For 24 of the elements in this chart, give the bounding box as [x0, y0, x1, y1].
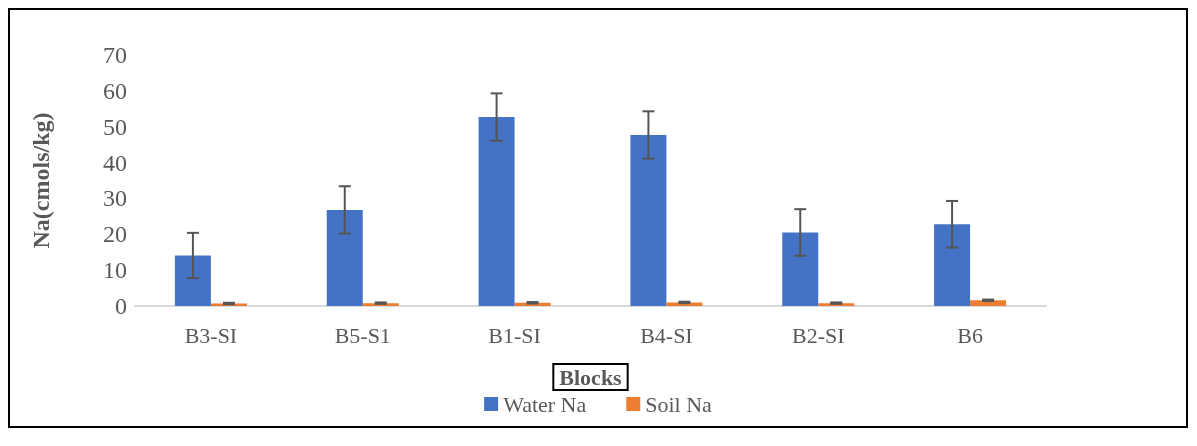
- y-tick-label: 0: [115, 293, 127, 319]
- bar: [934, 224, 971, 306]
- bar: [782, 232, 819, 306]
- legend-label: Water Na: [503, 391, 587, 417]
- bar: [174, 255, 211, 306]
- y-tick-label: 60: [103, 77, 127, 104]
- x-tick-label: B1-SI: [488, 322, 541, 348]
- x-tick-label: B3-SI: [184, 322, 238, 348]
- x-tick-label: B6: [957, 322, 983, 348]
- y-tick-label: 70: [103, 42, 127, 68]
- y-tick-label: 30: [103, 185, 127, 212]
- x-tick-label: B2-SI: [791, 322, 845, 348]
- x-tick-label: B4-SI: [640, 322, 693, 348]
- bar: [478, 117, 515, 306]
- y-tick-label: 10: [103, 257, 127, 284]
- y-axis-title: Na(cmols/kg): [28, 112, 54, 249]
- bar: [326, 209, 363, 306]
- x-tick-label: B5-S1: [334, 322, 391, 348]
- y-tick-label: 20: [103, 221, 127, 248]
- x-axis-title: Blocks: [559, 364, 623, 390]
- bar: [630, 134, 667, 306]
- legend-label: Soil Na: [645, 391, 713, 417]
- y-tick-label: 50: [103, 113, 127, 140]
- y-tick-label: 40: [103, 149, 127, 176]
